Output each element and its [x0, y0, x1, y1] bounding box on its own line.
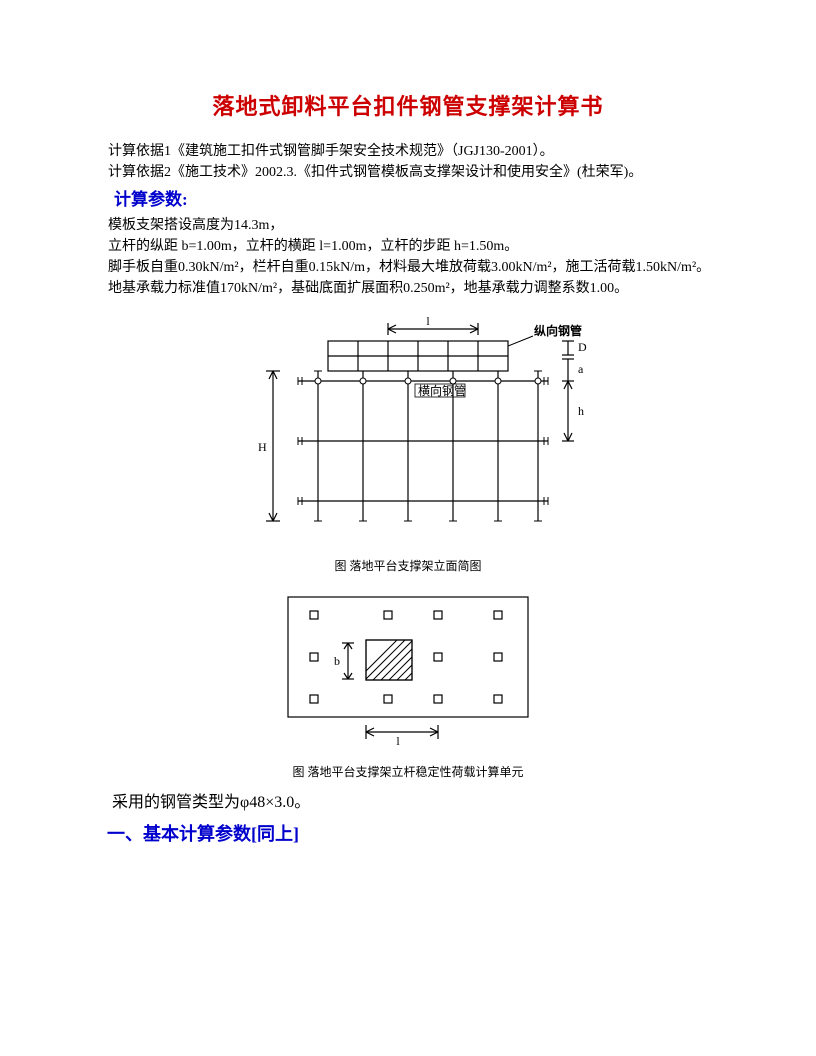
- param-foundation: 地基承载力标准值170kN/m²，基础底面扩展面积0.250m²，地基承载力调整…: [80, 278, 736, 299]
- svg-text:b: b: [334, 654, 340, 668]
- basis-1: 计算依据1《建筑施工扣件式钢管脚手架安全技术规范》（JGJ130-2001）。: [80, 141, 736, 162]
- svg-text:a: a: [578, 362, 584, 376]
- figure-1-caption: 图 落地平台支撑架立面简图: [80, 557, 736, 575]
- svg-text:横向钢管: 横向钢管: [418, 383, 466, 398]
- section-basic-params: 一、基本计算参数[同上]: [80, 821, 736, 848]
- pipe-type: 采用的钢管类型为φ48×3.0。: [80, 791, 736, 815]
- figure-2-plan: b l: [80, 587, 736, 757]
- svg-text:D: D: [578, 340, 587, 354]
- svg-text:l: l: [396, 734, 400, 748]
- section-params-heading: 计算参数:: [80, 187, 736, 213]
- basis-2: 计算依据2《施工技术》2002.3.《扣件式钢管模板高支撑架设计和使用安全》(杜…: [80, 162, 736, 183]
- figure-2-caption: 图 落地平台支撑架立杆稳定性荷载计算单元: [80, 763, 736, 781]
- figure-1-elevation: l 纵向钢管 横向钢管 H D a h: [80, 311, 736, 551]
- param-loads: 脚手板自重0.30kN/m²，栏杆自重0.15kN/m，材料最大堆放荷载3.00…: [80, 257, 736, 278]
- param-height: 模板支架搭设高度为14.3m，: [80, 215, 736, 236]
- svg-text:h: h: [578, 404, 584, 418]
- svg-text:H: H: [258, 440, 267, 454]
- page-title: 落地式卸料平台扣件钢管支撑架计算书: [80, 90, 736, 123]
- param-spacing: 立杆的纵距 b=1.00m，立杆的横距 l=1.00m，立杆的步距 h=1.50…: [80, 236, 736, 257]
- svg-text:纵向钢管: 纵向钢管: [534, 323, 582, 338]
- svg-text:l: l: [426, 314, 430, 328]
